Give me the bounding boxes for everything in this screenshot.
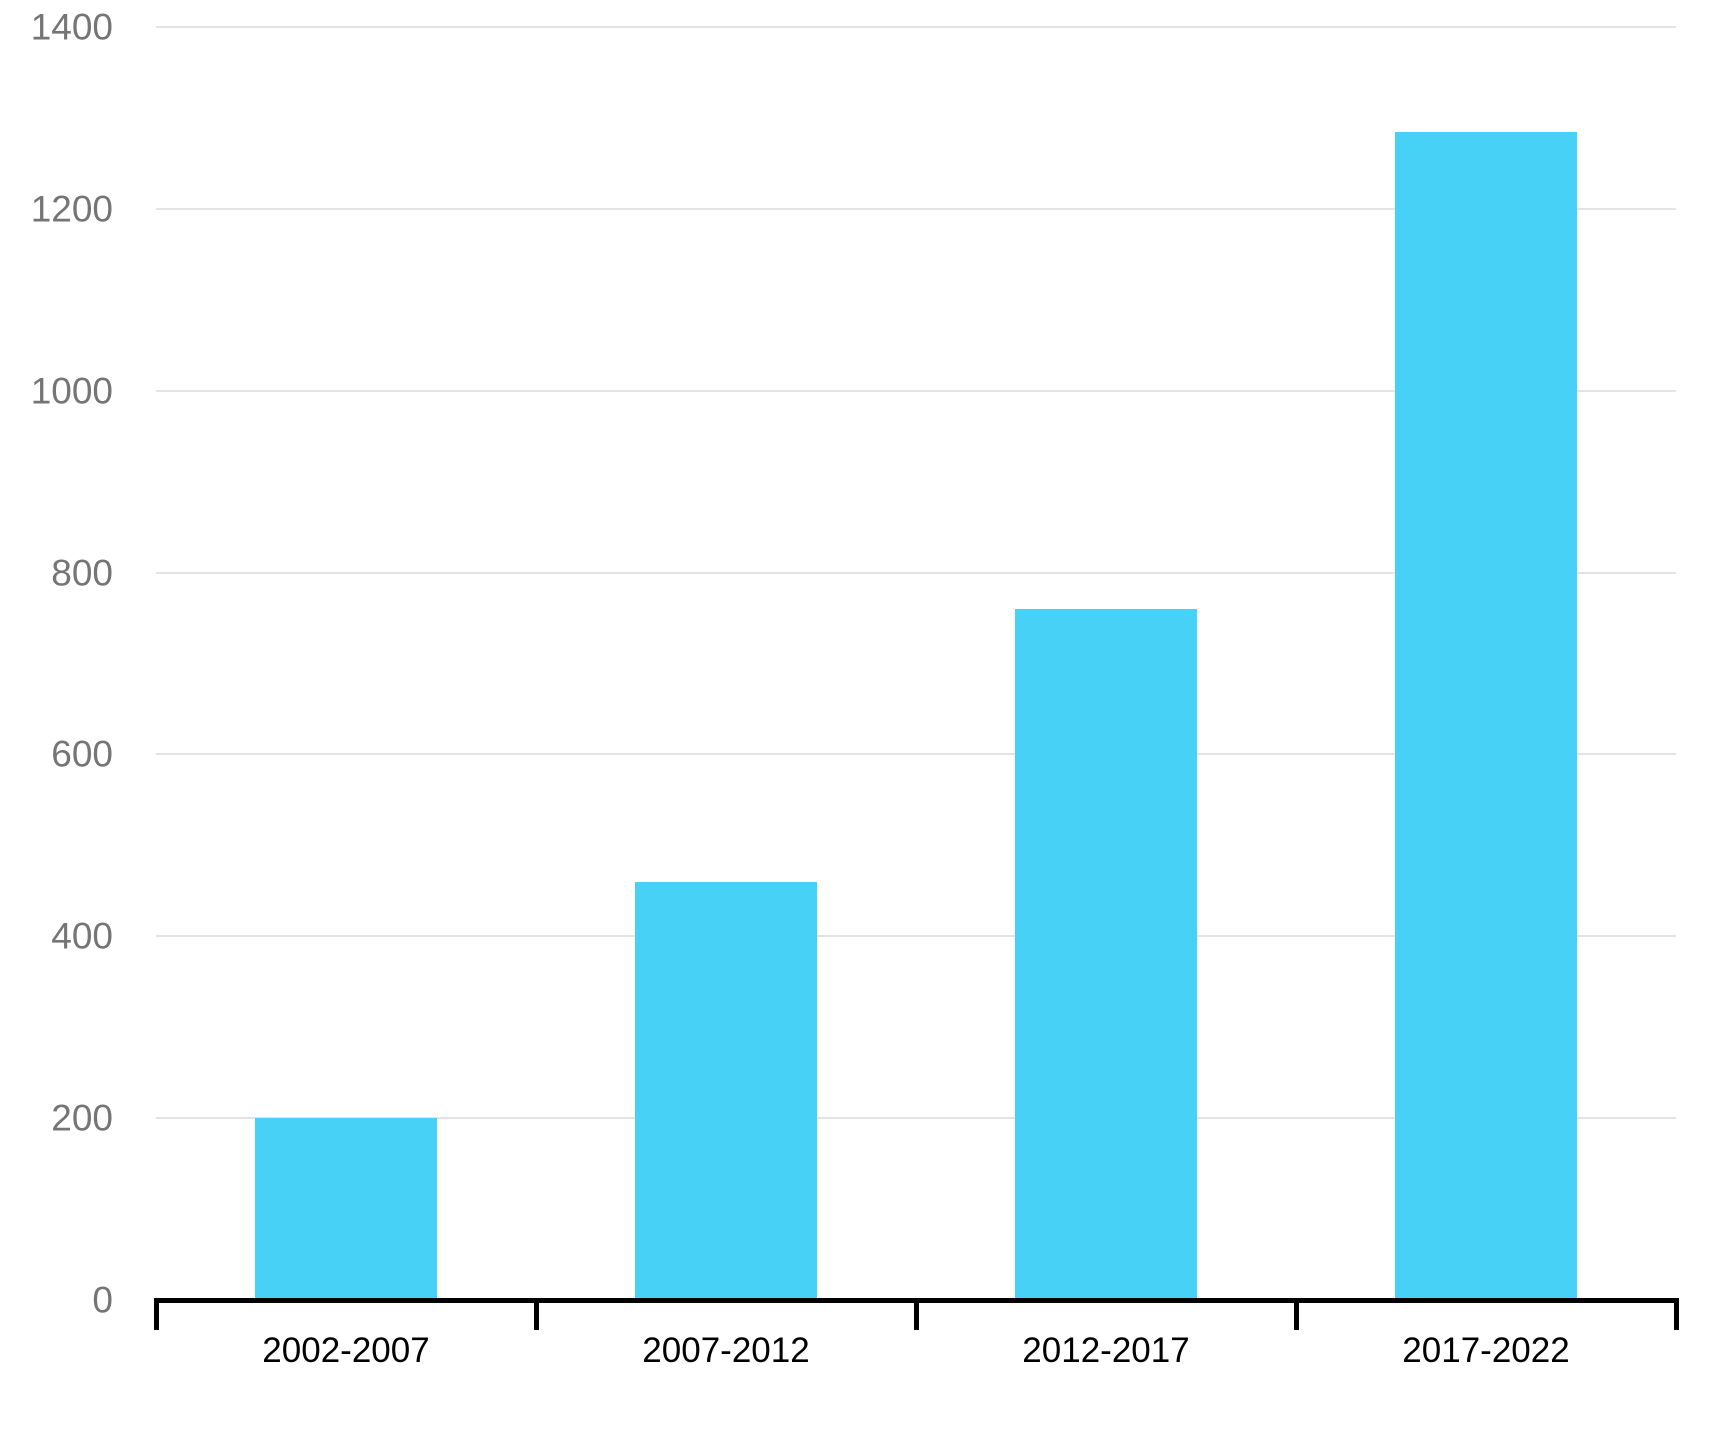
x-tick-label: 2002-2007: [262, 1331, 430, 1370]
bar: [255, 1118, 437, 1300]
y-tick-label: 200: [51, 1097, 113, 1139]
axis-tick: [913, 1298, 919, 1330]
gridline: [156, 389, 1676, 392]
x-tick-label: 2012-2017: [1022, 1331, 1190, 1370]
gridline: [156, 1117, 1676, 1120]
x-tick-label: 2007-2012: [642, 1331, 810, 1370]
gridline: [156, 753, 1676, 756]
y-tick-label: 400: [51, 915, 113, 957]
gridline: [156, 26, 1676, 28]
bar: [635, 881, 817, 1300]
axis-tick: [533, 1298, 539, 1330]
x-tick-label: 2017-2022: [1402, 1331, 1570, 1370]
y-tick-label: 600: [51, 733, 113, 775]
y-tick-label: 1200: [30, 188, 113, 230]
bar: [1015, 608, 1197, 1300]
axis-tick: [153, 1298, 159, 1330]
y-tick-label: 800: [51, 552, 113, 594]
y-tick-label: 1400: [30, 6, 113, 48]
y-tick-label: 1000: [30, 370, 113, 412]
gridline: [156, 571, 1676, 574]
bar: [1395, 131, 1577, 1300]
gridline: [156, 935, 1676, 938]
axis-tick: [1293, 1298, 1299, 1330]
y-tick-label: 0: [92, 1279, 113, 1321]
axis-tick: [1673, 1298, 1679, 1330]
gridline: [156, 207, 1676, 210]
